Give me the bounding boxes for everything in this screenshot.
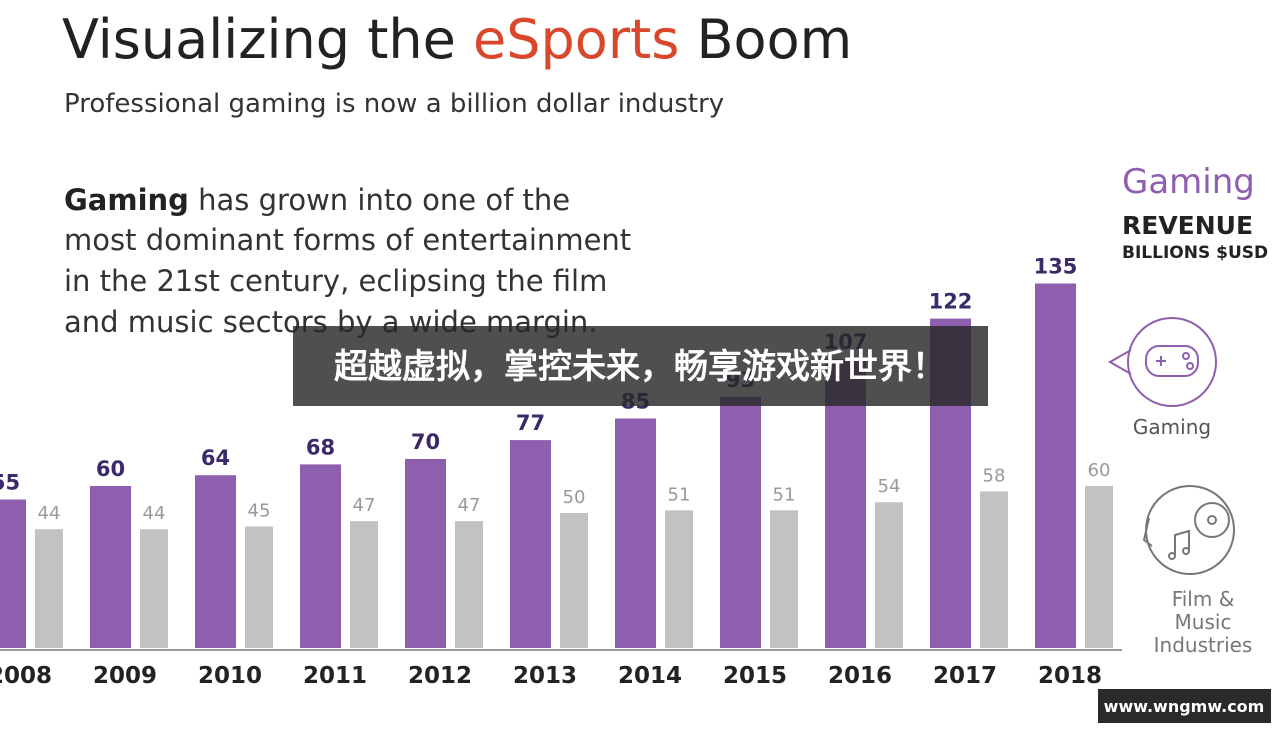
bar bbox=[140, 529, 168, 648]
bar bbox=[245, 526, 273, 648]
data-label: 44 bbox=[143, 503, 166, 524]
data-label: 122 bbox=[929, 290, 973, 314]
bar bbox=[300, 464, 341, 648]
bar bbox=[770, 510, 798, 648]
intro-bold: Gaming bbox=[64, 183, 189, 217]
bar bbox=[405, 459, 446, 648]
bar bbox=[350, 521, 378, 648]
bar bbox=[0, 499, 26, 648]
bar bbox=[825, 359, 866, 648]
bars: 2008 55 44 2009 60 44 2010 64 45 2011 68 47 2012 70 47… bbox=[0, 255, 1113, 689]
legend-entry-line: Music bbox=[1175, 610, 1232, 634]
watermark: www.wngmw.com bbox=[1104, 697, 1265, 716]
legend-heading: REVENUE bbox=[1122, 211, 1253, 240]
data-label: 58 bbox=[983, 465, 1006, 486]
legend-entry-line: Industries bbox=[1154, 633, 1253, 657]
data-label: 77 bbox=[516, 411, 545, 435]
data-label: 55 bbox=[0, 471, 20, 495]
overlay-banner bbox=[293, 326, 988, 406]
data-label: 64 bbox=[201, 446, 230, 470]
data-label: 54 bbox=[878, 476, 901, 497]
legend-title: Gaming bbox=[1122, 162, 1255, 202]
bar bbox=[720, 396, 761, 648]
legend-entry-line: Film & bbox=[1172, 587, 1235, 611]
title-part: Boom bbox=[679, 8, 852, 71]
data-label: 68 bbox=[306, 435, 335, 459]
chart-title: Visualizing the eSports Boom bbox=[62, 8, 852, 71]
data-label: 60 bbox=[96, 457, 125, 481]
bar bbox=[455, 521, 483, 648]
intro-line: in the 21st century, eclipsing the film bbox=[64, 264, 607, 298]
x-tick-label: 2016 bbox=[828, 663, 892, 689]
overlay-text: 超越虚拟，掌控未来，畅享游戏新世界！ bbox=[334, 347, 946, 387]
x-tick-label: 2017 bbox=[933, 663, 997, 689]
x-tick-label: 2011 bbox=[303, 663, 367, 689]
data-label: 47 bbox=[458, 495, 481, 516]
bar bbox=[195, 475, 236, 648]
bar bbox=[665, 510, 693, 648]
intro-line: most dominant forms of entertainment bbox=[64, 223, 631, 257]
x-tick-label: 2008 bbox=[0, 663, 52, 689]
title-part: Visualizing the bbox=[62, 8, 473, 71]
x-tick-label: 2012 bbox=[408, 663, 472, 689]
bar bbox=[560, 513, 588, 648]
data-label: 70 bbox=[411, 430, 440, 454]
bar bbox=[615, 418, 656, 648]
data-label: 51 bbox=[773, 484, 796, 505]
x-tick-label: 2013 bbox=[513, 663, 577, 689]
x-tick-label: 2010 bbox=[198, 663, 262, 689]
data-label: 50 bbox=[563, 487, 586, 508]
bar bbox=[980, 491, 1008, 648]
data-label: 135 bbox=[1034, 255, 1078, 279]
bar bbox=[90, 486, 131, 648]
intro-line: Gaming has grown into one of the bbox=[64, 183, 570, 217]
watermark-box bbox=[1098, 689, 1271, 723]
x-tick-label: 2014 bbox=[618, 663, 682, 689]
gaming-icon bbox=[1107, 317, 1217, 407]
bar bbox=[35, 529, 63, 648]
bar bbox=[510, 440, 551, 648]
title-highlight: eSports bbox=[473, 8, 679, 71]
subtitle: Professional gaming is now a billion dol… bbox=[64, 89, 724, 119]
data-label: 60 bbox=[1088, 460, 1111, 481]
data-label: 47 bbox=[353, 495, 376, 516]
film-icon bbox=[1142, 485, 1235, 575]
legend-units: BILLIONS $USD bbox=[1122, 243, 1268, 263]
bar bbox=[875, 502, 903, 648]
legend-entry: Film & Music Industries bbox=[1154, 587, 1253, 657]
x-tick-label: 2015 bbox=[723, 663, 787, 689]
intro-text: has grown into one of the bbox=[189, 183, 570, 217]
bar bbox=[1085, 486, 1113, 648]
legend-entry: Gaming bbox=[1133, 415, 1211, 439]
x-tick-label: 2018 bbox=[1038, 663, 1102, 689]
data-label: 44 bbox=[38, 503, 61, 524]
data-label: 51 bbox=[668, 484, 691, 505]
data-label: 45 bbox=[248, 501, 271, 522]
x-tick-label: 2009 bbox=[93, 663, 157, 689]
bar bbox=[1035, 283, 1076, 648]
